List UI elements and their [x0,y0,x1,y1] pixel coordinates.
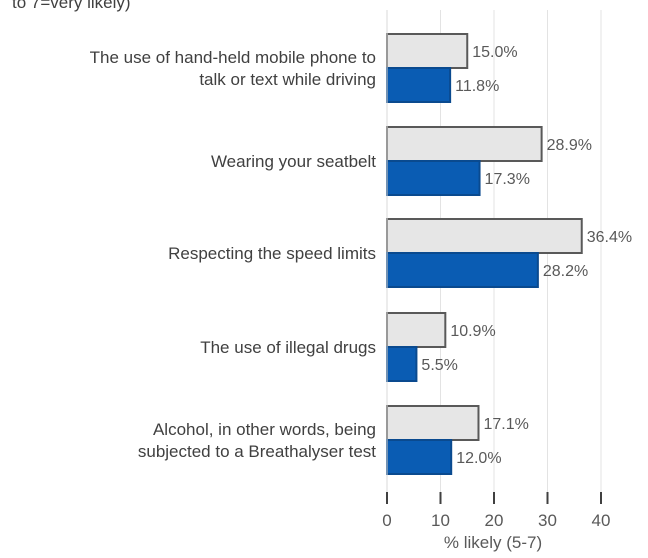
value-label-series2-cat5: 12.0% [456,450,501,467]
value-label-series1-cat2: 28.9% [547,137,592,154]
category-label-5-line2: subjected to a Breathalyser test [138,442,376,461]
value-label-series1-cat4: 10.9% [450,323,495,340]
category-label-2: Wearing your seatbelt [211,152,376,171]
value-label-series1-cat5: 17.1% [483,416,528,433]
value-label-series1-cat3: 36.4% [587,229,632,246]
value-label-series2-cat4: 5.5% [421,357,457,374]
category-label-3: Respecting the speed limits [168,244,376,263]
bar-series1-cat2 [386,126,543,162]
x-tick-label-20: 20 [485,511,504,530]
category-label-1-line1: The use of hand-held mobile phone to [90,48,376,67]
bar-series2-cat4 [386,346,418,382]
category-label-4: The use of illegal drugs [200,338,376,357]
x-tick-label-10: 10 [431,511,450,530]
value-labels: 15.0% 28.9% 36.4% 10.9% 17.1% 11.8% 17.3% 28.2%… [421,44,632,467]
bars [386,33,583,475]
category-labels: The use of hand-held mobile phone to talk… [90,48,377,461]
x-tick-label-40: 40 [592,511,611,530]
bar-series2-cat2 [386,160,481,196]
category-label-1-line2: talk or text while driving [199,70,376,89]
bar-series1-cat1 [386,33,469,69]
x-axis-title: % likely (5-7) [444,533,542,552]
bar-series1-cat3 [386,218,583,254]
value-label-series1-cat1: 15.0% [472,44,517,61]
x-axis: 0 10 20 30 40 [382,10,610,530]
value-label-series2-cat2: 17.3% [485,171,530,188]
bar-series1-cat4 [386,312,447,348]
bar-series1-cat5 [386,405,480,441]
bar-series2-cat1 [386,67,452,103]
value-label-series2-cat1: 11.8% [455,78,499,95]
bar-series2-cat3 [386,252,539,288]
bar-series2-cat5 [386,439,453,475]
x-tick-label-0: 0 [382,511,391,530]
category-label-5-line1: Alcohol, in other words, being [153,420,376,439]
value-label-series2-cat3: 28.2% [543,263,588,280]
x-tick-label-30: 30 [538,511,557,530]
chart-title: to 7=very likely) [12,0,131,12]
